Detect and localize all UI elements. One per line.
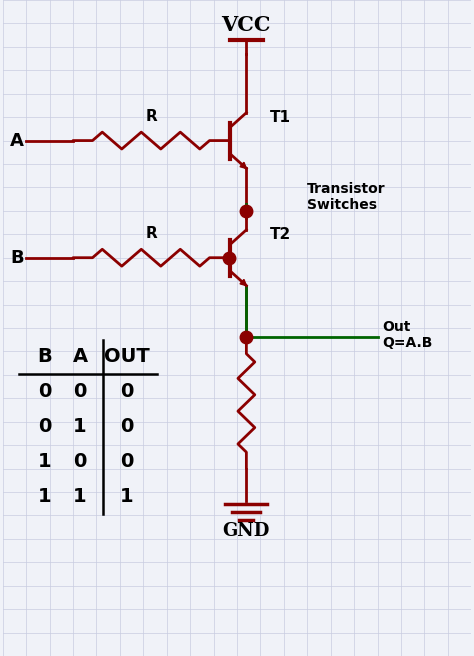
- Text: 0: 0: [38, 382, 52, 401]
- Text: 0: 0: [73, 382, 87, 401]
- Text: 0: 0: [73, 452, 87, 471]
- Polygon shape: [240, 279, 246, 285]
- Text: 0: 0: [120, 452, 134, 471]
- Text: OUT: OUT: [104, 346, 150, 365]
- Text: VCC: VCC: [222, 15, 271, 35]
- Text: 0: 0: [38, 417, 52, 436]
- Text: A: A: [73, 346, 88, 365]
- Text: T2: T2: [270, 227, 291, 242]
- Polygon shape: [240, 162, 246, 169]
- Text: GND: GND: [223, 522, 270, 541]
- Text: 1: 1: [120, 487, 134, 506]
- Text: 1: 1: [73, 417, 87, 436]
- Text: Transistor
Switches: Transistor Switches: [307, 182, 386, 212]
- Text: 1: 1: [38, 452, 52, 471]
- Text: 0: 0: [120, 417, 134, 436]
- Text: R: R: [145, 109, 157, 124]
- Text: B: B: [10, 249, 24, 267]
- Text: B: B: [37, 346, 52, 365]
- Text: 1: 1: [73, 487, 87, 506]
- Text: Out
Q=A.B: Out Q=A.B: [382, 320, 433, 350]
- Text: 0: 0: [120, 382, 134, 401]
- Text: 1: 1: [38, 487, 52, 506]
- Text: R: R: [145, 226, 157, 241]
- Text: A: A: [10, 132, 24, 150]
- Text: T1: T1: [270, 110, 291, 125]
